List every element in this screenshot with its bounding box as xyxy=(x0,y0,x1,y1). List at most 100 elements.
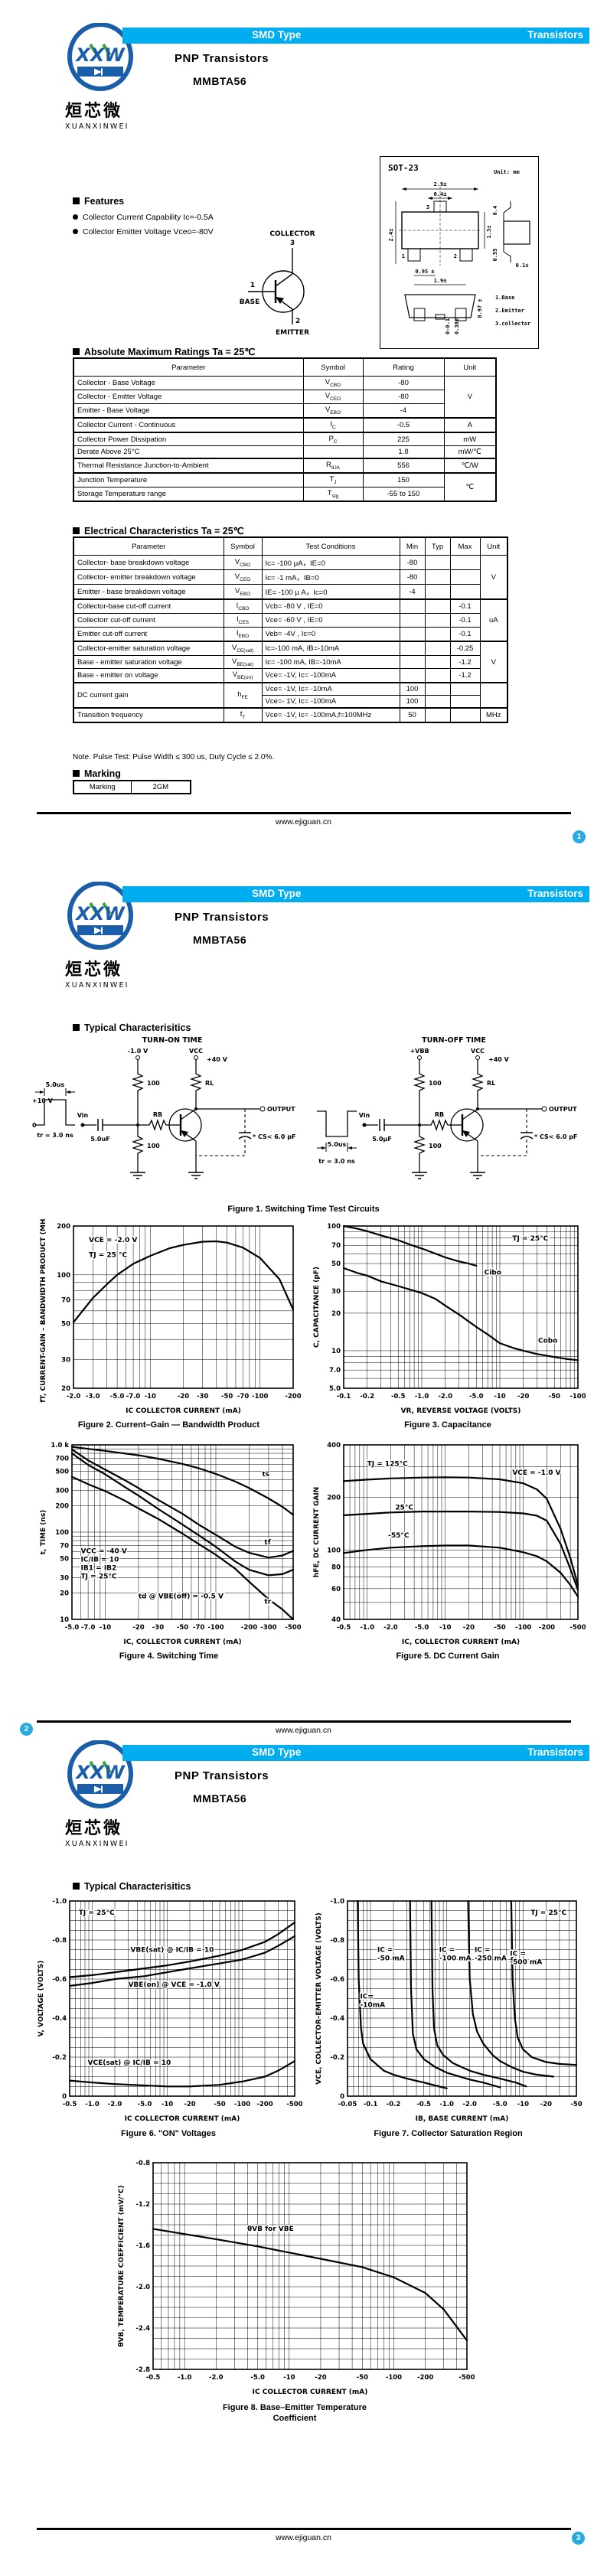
svg-text:5.0μF: 5.0μF xyxy=(372,1136,392,1143)
svg-text:20: 20 xyxy=(61,1385,70,1393)
table-cell: A xyxy=(443,416,497,433)
data-table: Parameter Symbol Rating Unit Collector - Bas… xyxy=(73,357,497,503)
svg-text:-20: -20 xyxy=(315,2374,326,2382)
svg-text:-7.0: -7.0 xyxy=(81,1624,96,1632)
svg-text:60: 60 xyxy=(331,1586,341,1593)
column-header: Parameter xyxy=(73,357,304,377)
part-number: MMBTA56 xyxy=(193,1792,247,1805)
svg-text:20: 20 xyxy=(331,1310,341,1318)
svg-text:50: 50 xyxy=(331,1260,341,1268)
table-cell: V xyxy=(443,375,497,419)
section-marker-icon xyxy=(73,197,80,204)
svg-text:-2.0: -2.0 xyxy=(462,2101,477,2108)
table-cell: fT xyxy=(223,707,263,723)
svg-text:-2.4: -2.4 xyxy=(135,2325,150,2333)
table-cell: 1.8 xyxy=(362,445,445,459)
svg-text:-1.0: -1.0 xyxy=(330,1898,344,1906)
svg-text:0: 0 xyxy=(32,1122,37,1129)
table-cell: Collector - Base Voltage xyxy=(73,376,304,390)
series-IC=-50mA xyxy=(409,1899,501,2089)
pnp-symbol: COLLECTOR 3 1 BASE 2 EMITTER xyxy=(240,230,315,337)
table-cell: VEBO xyxy=(223,584,263,600)
svg-text:-2.0: -2.0 xyxy=(108,2101,122,2108)
table-cell: Vce= -1V, Ic= -10mA xyxy=(261,682,400,696)
svg-text:IC =: IC = xyxy=(510,1950,526,1958)
svg-text:30: 30 xyxy=(61,1357,70,1365)
svg-text:-0.4: -0.4 xyxy=(330,2015,344,2023)
table-cell: -1.2 xyxy=(449,668,481,683)
svg-text:VCE(sat) @ IC/IB = 10: VCE(sat) @ IC/IB = 10 xyxy=(88,2059,171,2067)
svg-text:td @ VBE(off) = -0.5 V: td @ VBE(off) = -0.5 V xyxy=(139,1593,224,1601)
brand-logo-icon: XXW xyxy=(67,22,133,91)
table-cell: Collector Power Dissipation xyxy=(73,431,304,447)
svg-text:-0.6: -0.6 xyxy=(330,1976,344,1984)
svg-text:SOT-23: SOT-23 xyxy=(388,163,419,173)
svg-text:-100: -100 xyxy=(252,1393,268,1400)
abs-max-title: Absolute Maximum Ratings Ta = 25℃ xyxy=(73,346,255,357)
svg-text:-50: -50 xyxy=(494,1624,505,1632)
table-cell: 150 xyxy=(362,472,445,488)
table-cell: VCEO xyxy=(223,569,263,585)
page-number-badge: 3 xyxy=(572,2532,585,2545)
table-cell: -4 xyxy=(362,403,445,419)
part-number: MMBTA56 xyxy=(193,75,247,87)
table-cell xyxy=(399,640,426,656)
table-cell xyxy=(399,668,426,683)
svg-text:2: 2 xyxy=(454,253,457,259)
figure7-caption: Figure 7. Collector Saturation Region xyxy=(374,2129,523,2138)
svg-text:-10: -10 xyxy=(100,1624,111,1632)
table-cell: IEBO xyxy=(223,626,263,642)
svg-text:0: 0 xyxy=(62,2093,67,2101)
abs-max-table: Parameter Symbol Rating Unit Collector - Bas… xyxy=(73,357,497,503)
table-cell: ICES xyxy=(223,612,263,628)
svg-text:-0.5: -0.5 xyxy=(391,1393,406,1400)
svg-text:0-0.1: 0-0.1 xyxy=(445,318,451,334)
svg-text:-1.0: -1.0 xyxy=(52,1898,67,1906)
footer-url: www.ejiguan.cn xyxy=(276,1726,331,1735)
svg-text:100: 100 xyxy=(147,1080,160,1087)
svg-text:70: 70 xyxy=(60,1543,69,1550)
svg-text:-0.5: -0.5 xyxy=(63,2101,77,2108)
series-IC=-10mA xyxy=(357,1899,448,2089)
svg-text:40: 40 xyxy=(331,1616,341,1624)
svg-text:VCC = -40 V: VCC = -40 V xyxy=(81,1547,127,1555)
svg-text:300: 300 xyxy=(55,1488,69,1495)
svg-text:-0.8: -0.8 xyxy=(330,1937,344,1945)
svg-text:0.4±: 0.4± xyxy=(434,191,447,197)
svg-text:25°C: 25°C xyxy=(395,1504,413,1511)
fig5-svg: -0.5 -1.0 -2.0 -5.0 -10 -20 -50 -100 -200 -500 40 6… xyxy=(313,1442,586,1646)
table-cell: -0.25 xyxy=(449,640,481,656)
svg-text:IB, BASE CURRENT (mA): IB, BASE CURRENT (mA) xyxy=(416,2115,509,2123)
brand-logo-icon: XXW xyxy=(67,881,133,950)
footer-divider xyxy=(37,812,571,814)
svg-text:-100: -100 xyxy=(515,1624,531,1632)
svg-text:θVB for VBE: θVB for VBE xyxy=(247,2225,294,2233)
elec-table: Parameter Symbol Test Conditions Min Typ Max U… xyxy=(73,536,508,724)
table-cell xyxy=(479,682,508,709)
table-cell: mW xyxy=(443,431,497,447)
svg-text:2.Emitter: 2.Emitter xyxy=(495,308,524,314)
table-cell: Veb= -4V , Ic=0 xyxy=(261,626,400,642)
table-cell: -80 xyxy=(362,389,445,404)
svg-text:5.0us: 5.0us xyxy=(46,1081,65,1088)
table-cell: IE= -100 μ A，Ic=0 xyxy=(261,584,400,600)
svg-text:-0.05: -0.05 xyxy=(338,2101,357,2108)
banner: SMD Type Transistors xyxy=(122,1745,589,1761)
figure7-chart: -0.05 -0.1 -0.2 -0.5 -1.0 -2.0 -5.0 -10 -20 -50 0 -… xyxy=(312,1893,584,2131)
table-cell xyxy=(424,598,451,614)
figure3-caption: Figure 3. Capacitance xyxy=(404,1420,491,1430)
section-marker-icon xyxy=(73,1883,80,1890)
svg-text:0.95 ±: 0.95 ± xyxy=(415,269,434,275)
svg-text:-100 mA: -100 mA xyxy=(439,1955,472,1962)
table-cell xyxy=(424,695,451,709)
series-IC=-500mA xyxy=(510,1899,578,2066)
svg-text:80: 80 xyxy=(331,1564,341,1571)
table-cell: -55 to 150 xyxy=(362,487,445,502)
svg-text:XXW: XXW xyxy=(74,903,126,924)
table-cell: DC current gain xyxy=(73,682,224,709)
svg-text:-1.0: -1.0 xyxy=(85,2101,100,2108)
svg-text:500: 500 xyxy=(55,1468,69,1475)
figure4-caption: Figure 4. Switching Time xyxy=(119,1652,219,1661)
table-cell: VEBO xyxy=(302,403,364,419)
svg-text:Cibo: Cibo xyxy=(485,1270,501,1277)
